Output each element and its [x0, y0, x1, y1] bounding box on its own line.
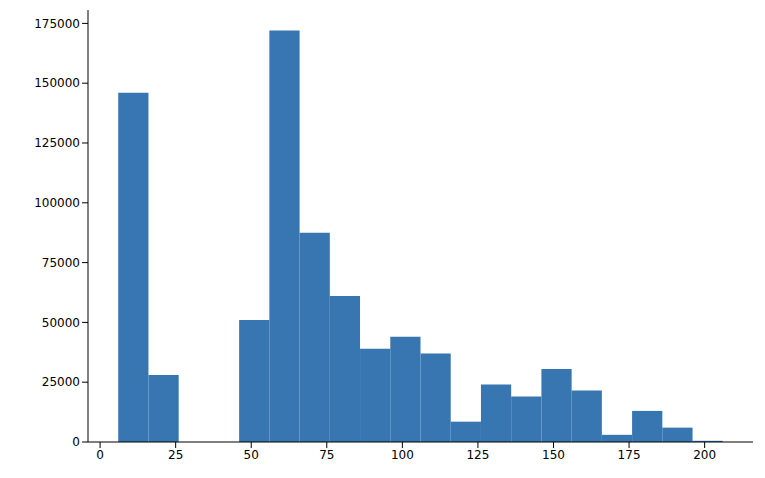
svg-text:150000: 150000 — [34, 76, 80, 90]
svg-text:100: 100 — [391, 448, 414, 462]
svg-text:25: 25 — [168, 448, 183, 462]
svg-text:50000: 50000 — [42, 316, 80, 330]
svg-text:200: 200 — [693, 448, 716, 462]
svg-text:175000: 175000 — [34, 17, 80, 31]
svg-text:50: 50 — [244, 448, 259, 462]
svg-text:75000: 75000 — [42, 256, 80, 270]
svg-text:75: 75 — [319, 448, 334, 462]
svg-text:100000: 100000 — [34, 196, 80, 210]
svg-text:125: 125 — [466, 448, 489, 462]
svg-text:0: 0 — [72, 435, 80, 449]
svg-text:25000: 25000 — [42, 375, 80, 389]
svg-text:175: 175 — [618, 448, 641, 462]
svg-text:150: 150 — [542, 448, 565, 462]
svg-text:0: 0 — [96, 448, 104, 462]
svg-text:125000: 125000 — [34, 136, 80, 150]
